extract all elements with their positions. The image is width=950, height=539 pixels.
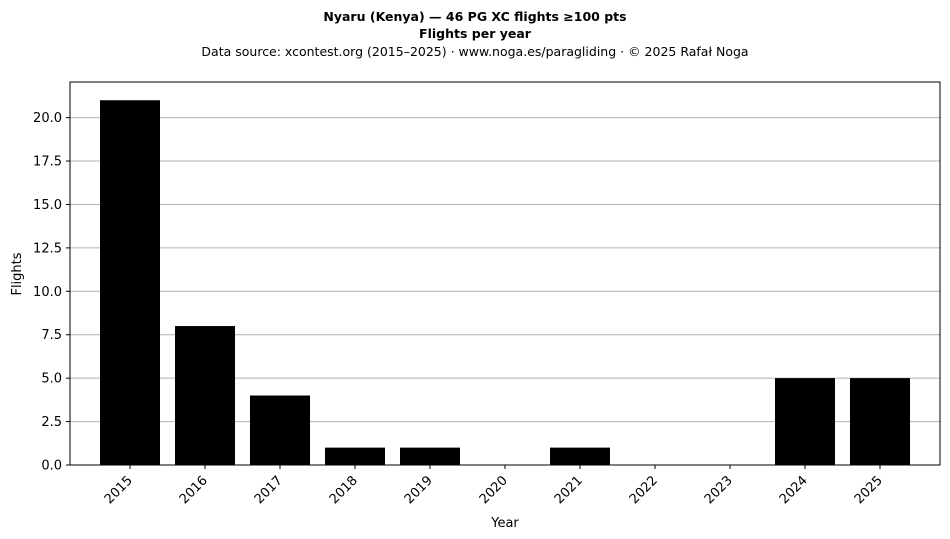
- x-tick-label: 2015: [102, 473, 136, 507]
- bar-2016: [175, 326, 235, 465]
- y-tick-label: 5.0: [41, 372, 62, 387]
- x-tick-label: 2022: [627, 473, 661, 507]
- chart-title: Nyaru (Kenya) — 46 PG XC flights ≥100 pt…: [323, 9, 626, 24]
- y-tick-label: 12.5: [33, 241, 62, 256]
- x-tick-label: 2019: [402, 473, 436, 507]
- y-tick-label: 15.0: [33, 198, 62, 213]
- x-tick-label: 2021: [552, 473, 586, 507]
- x-axis: 2015 2016 2017 2018 2019 2020 2021 2022 2023 2024…: [102, 465, 886, 507]
- chart-title-line2: Flights per year: [419, 26, 532, 41]
- bar-2019: [400, 447, 460, 465]
- x-tick-label: 2020: [477, 473, 511, 507]
- y-tick-label: 2.5: [41, 415, 62, 430]
- bar-2025: [850, 378, 910, 465]
- x-tick-label: 2024: [777, 473, 811, 507]
- chart-subtitle: Data source: xcontest.org (2015–2025) · …: [201, 44, 748, 59]
- y-axis-label: Flights: [10, 252, 25, 295]
- x-axis-label: Year: [490, 516, 519, 531]
- y-tick-label: 20.0: [33, 111, 62, 126]
- y-tick-label: 7.5: [41, 328, 62, 343]
- x-tick-label: 2016: [177, 473, 211, 507]
- y-tick-label: 0.0: [41, 459, 62, 474]
- x-tick-label: 2018: [327, 473, 361, 507]
- bar-2021: [550, 447, 610, 465]
- x-tick-label: 2025: [852, 473, 886, 507]
- y-tick-label: 10.0: [33, 285, 62, 300]
- bar-2024: [775, 378, 835, 465]
- bar-2017: [250, 395, 310, 465]
- x-tick-label: 2017: [252, 473, 286, 507]
- bar-2018: [325, 447, 385, 465]
- x-tick-label: 2023: [702, 473, 736, 507]
- y-axis: 0.0 2.5 5.0 7.5 10.0 12.5 15.0 17.5 20.0: [33, 111, 70, 474]
- y-tick-label: 17.5: [33, 155, 62, 170]
- bar-2015: [100, 100, 160, 465]
- bars: [100, 100, 910, 465]
